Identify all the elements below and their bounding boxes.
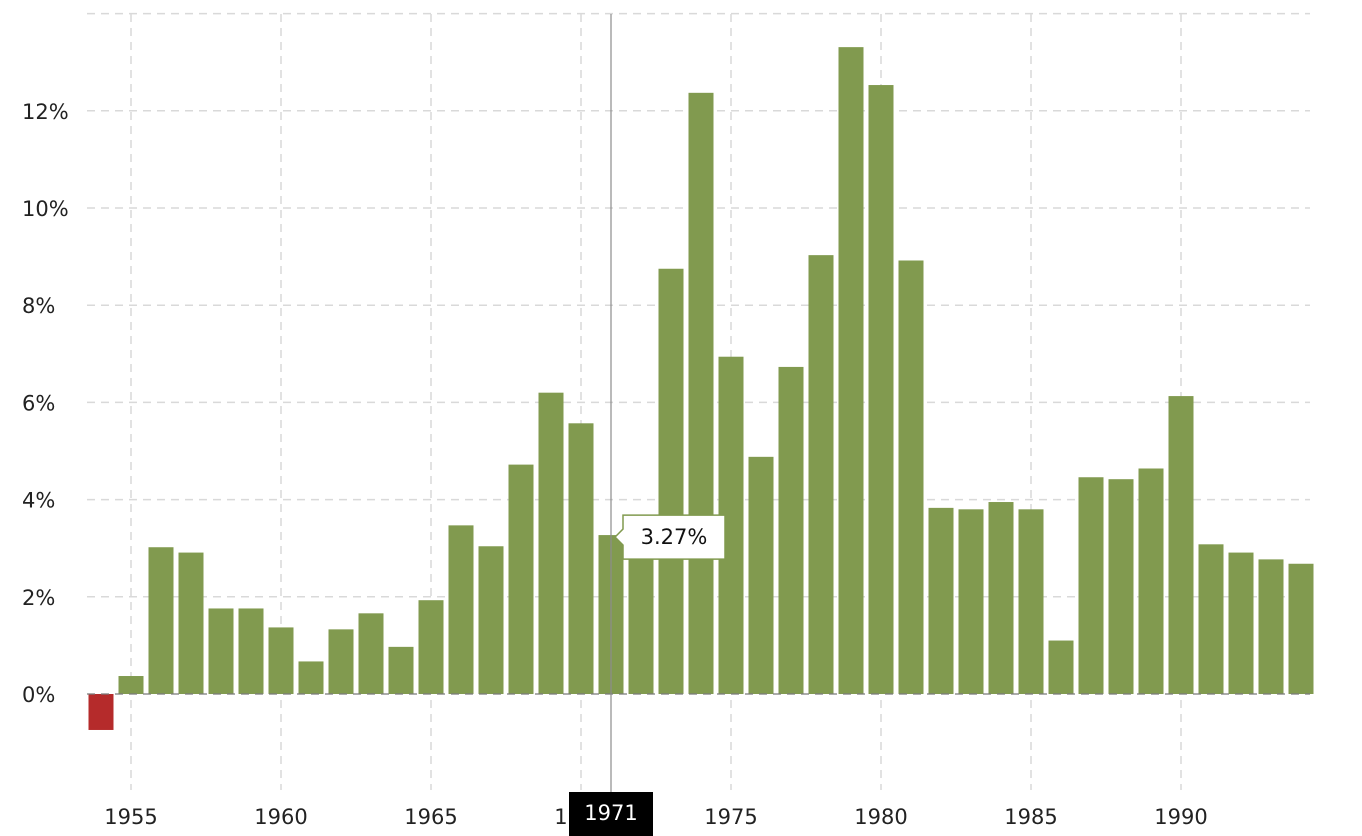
bar-1980[interactable] <box>868 85 894 695</box>
x-tick-label: 1955 <box>104 805 157 829</box>
bar-1985[interactable] <box>1018 509 1044 694</box>
bar-1956[interactable] <box>148 547 174 694</box>
bar-1977[interactable] <box>778 366 804 694</box>
bar-1965[interactable] <box>418 600 444 694</box>
bar-1969[interactable] <box>538 392 564 694</box>
y-tick-label: 8% <box>22 294 55 318</box>
bar-1981[interactable] <box>898 260 924 694</box>
hover-overlay: 3.27% 1971 <box>569 14 726 836</box>
bar-1983[interactable] <box>958 509 984 694</box>
y-tick-label: 12% <box>22 100 69 124</box>
bar-1991[interactable] <box>1198 544 1224 694</box>
tooltip-box <box>613 514 726 560</box>
bar-1967[interactable] <box>478 546 504 694</box>
y-tick-label: 6% <box>22 391 55 415</box>
bar-1993[interactable] <box>1258 559 1284 694</box>
bar-1957[interactable] <box>178 552 204 694</box>
bar-1976[interactable] <box>748 456 774 694</box>
bar-1994[interactable] <box>1288 563 1314 694</box>
bar-1984[interactable] <box>988 502 1014 694</box>
bar-1982[interactable] <box>928 507 954 694</box>
bar-1961[interactable] <box>298 661 324 694</box>
x-tick-label: 1985 <box>1004 805 1057 829</box>
y-tick-label: 2% <box>22 586 55 610</box>
bar-1959[interactable] <box>238 608 264 694</box>
bar-1958[interactable] <box>208 608 234 694</box>
bar-1954[interactable] <box>88 694 114 730</box>
tooltip-value: 3.27% <box>641 525 708 549</box>
bar-1987[interactable] <box>1078 477 1104 694</box>
bar-1955[interactable] <box>118 676 144 694</box>
bar-1962[interactable] <box>328 629 354 694</box>
bar-1986[interactable] <box>1048 640 1074 694</box>
hover-year-box <box>569 792 653 836</box>
bar-1964[interactable] <box>388 646 414 694</box>
y-tick-label: 10% <box>22 197 69 221</box>
y-tick-label: 4% <box>22 489 55 513</box>
bar-1963[interactable] <box>358 613 384 694</box>
bar-1990[interactable] <box>1168 396 1194 694</box>
hover-year-label: 1971 <box>584 801 637 825</box>
bar-1989[interactable] <box>1138 468 1164 694</box>
bars <box>88 47 1314 730</box>
bar-1978[interactable] <box>808 255 834 694</box>
y-tick-label: 0% <box>22 683 55 707</box>
bar-1988[interactable] <box>1108 479 1134 694</box>
bar-1968[interactable] <box>508 464 534 694</box>
x-tick-label: 1975 <box>704 805 757 829</box>
bar-1970[interactable] <box>568 423 594 694</box>
bar-1979[interactable] <box>838 47 864 695</box>
bar-1973[interactable] <box>658 268 684 694</box>
x-tick-label: 1965 <box>404 805 457 829</box>
bar-1974[interactable] <box>688 92 714 695</box>
bar-1960[interactable] <box>268 627 294 694</box>
x-tick-label: 1980 <box>854 805 907 829</box>
bar-1992[interactable] <box>1228 552 1254 694</box>
x-tick-label: 1990 <box>1154 805 1207 829</box>
x-tick-label: 1960 <box>254 805 307 829</box>
bar-1966[interactable] <box>448 525 474 694</box>
bar-1972[interactable] <box>628 534 654 694</box>
